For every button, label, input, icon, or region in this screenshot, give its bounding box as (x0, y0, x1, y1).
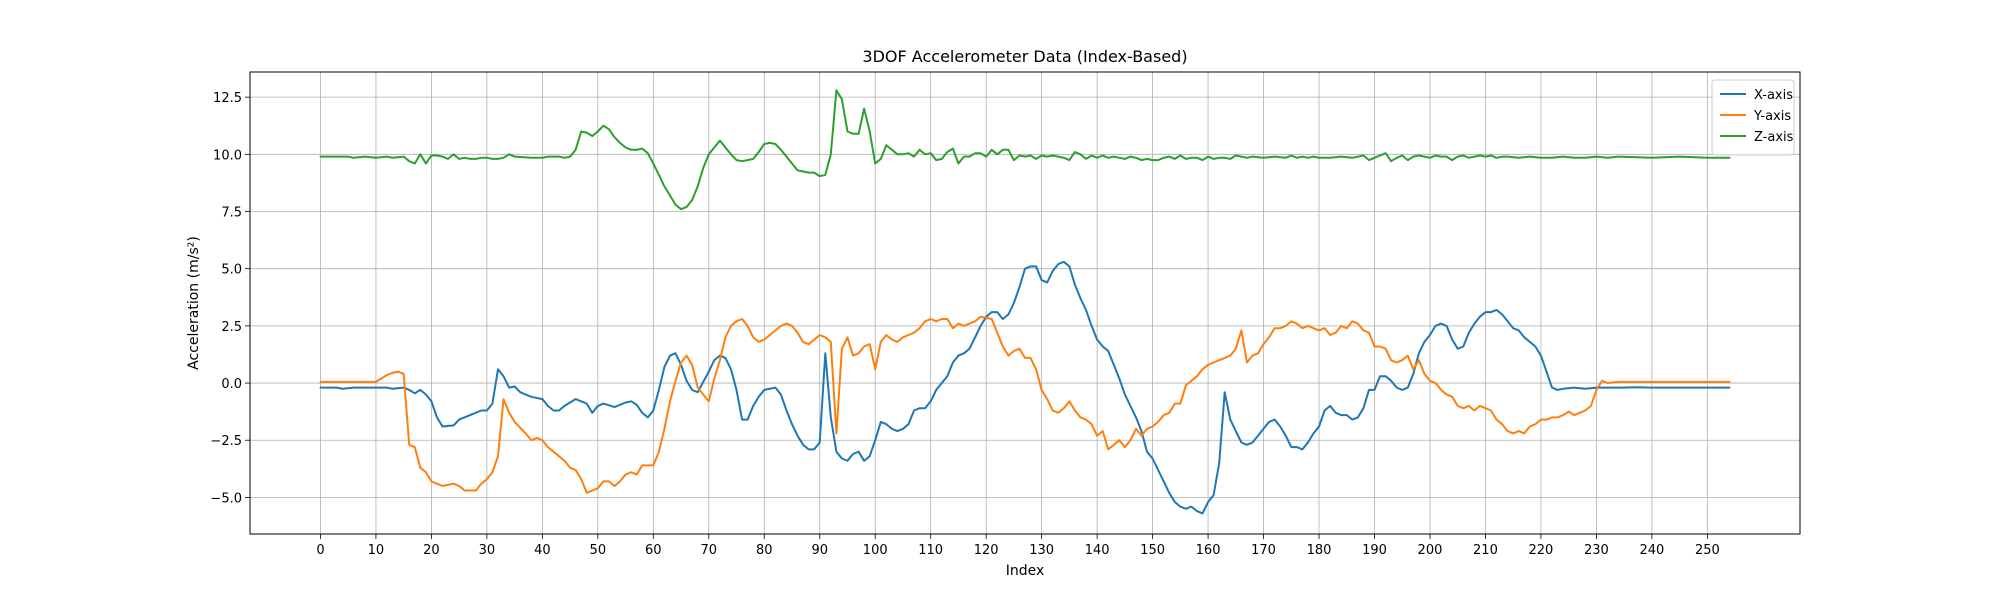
x-tick-label: 70 (701, 543, 718, 558)
y-tick-label: −5.0 (210, 491, 242, 506)
x-tick-label: 90 (811, 543, 828, 558)
series-line-y-axis (319, 315, 1731, 494)
y-tick-label: 0.0 (221, 377, 242, 392)
x-tick-label: 20 (423, 543, 440, 558)
x-tick-label: 250 (1695, 543, 1720, 558)
x-tick-label: 40 (534, 543, 551, 558)
legend: X-axis Y-axis Z-axis (1711, 79, 1795, 156)
x-tick-label: 110 (918, 543, 943, 558)
x-tick-label: 240 (1639, 543, 1664, 558)
plot-area-frame (249, 71, 1801, 535)
x-tick-label: 170 (1251, 543, 1276, 558)
series-line-z-axis (319, 89, 1731, 211)
chart-title: 3DOF Accelerometer Data (Index-Based) (862, 47, 1187, 66)
x-tick-label: 0 (316, 543, 324, 558)
legend-label: Z-axis (1754, 130, 1794, 145)
x-tick-label: 210 (1473, 543, 1498, 558)
x-tick-label: 60 (645, 543, 662, 558)
x-tick-label: 190 (1362, 543, 1387, 558)
x-tick-label: 30 (479, 543, 496, 558)
x-tick-label: 180 (1307, 543, 1332, 558)
x-tick-label: 50 (590, 543, 607, 558)
y-tick-label: 7.5 (221, 206, 242, 221)
axis-ticks: 0 10 20 30 40 50 60 70 80 90 100 110 120 130 140 150 160… (210, 91, 1719, 558)
y-tick-label: −2.5 (210, 434, 242, 449)
x-tick-label: 100 (863, 543, 888, 558)
x-tick-label: 230 (1584, 543, 1609, 558)
y-tick-label: 2.5 (221, 320, 242, 335)
x-tick-label: 140 (1085, 543, 1110, 558)
y-tick-label: 10.0 (213, 148, 242, 163)
x-tick-label: 80 (756, 543, 773, 558)
x-tick-label: 160 (1196, 543, 1221, 558)
x-tick-label: 120 (974, 543, 999, 558)
series-lines (319, 89, 1731, 515)
y-tick-label: 12.5 (213, 91, 242, 106)
x-tick-label: 220 (1529, 543, 1554, 558)
x-axis-label: Index (1006, 563, 1045, 579)
x-tick-label: 200 (1418, 543, 1443, 558)
legend-label: Y-axis (1753, 109, 1791, 124)
x-tick-label: 10 (368, 543, 385, 558)
x-tick-label: 130 (1029, 543, 1054, 558)
legend-label: X-axis (1754, 88, 1793, 103)
y-axis-label: Acceleration (m/s²) (186, 236, 202, 370)
x-tick-label: 150 (1140, 543, 1165, 558)
y-tick-label: 5.0 (221, 263, 242, 278)
